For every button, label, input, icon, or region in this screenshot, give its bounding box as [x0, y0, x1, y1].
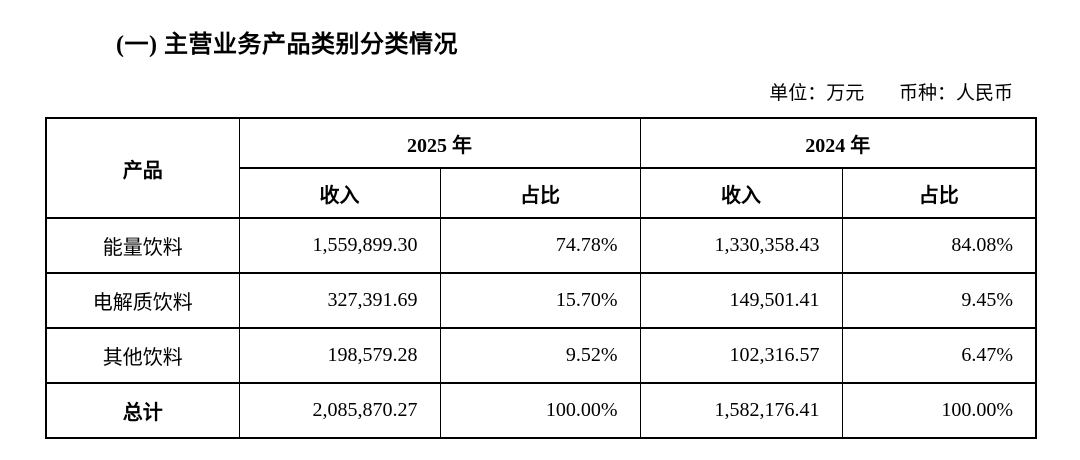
table-header-row-years: 产品 2025 年 2024 年	[45, 117, 1037, 219]
cell-proportion-2025: 15.70%	[439, 272, 641, 329]
product-category-table: 产品 2025 年 2024 年 收入 占比 收入 占比 能量饮料 1,559,…	[45, 117, 1037, 439]
header-product: 产品	[45, 117, 240, 219]
table-row: 电解质饮料 327,391.69 15.70% 149,501.41 9.45%	[45, 272, 1037, 329]
cell-proportion-2025: 74.78%	[439, 217, 641, 274]
cell-total-label: 总计	[45, 382, 240, 439]
header-proportion-2025: 占比	[439, 167, 641, 219]
unit-note: 单位：万元 币种：人民币	[45, 78, 1035, 105]
cell-proportion-2024: 6.47%	[841, 327, 1037, 384]
cell-total-revenue-2024: 1,582,176.41	[639, 382, 843, 439]
cell-revenue-2024: 1,330,358.43	[639, 217, 843, 274]
section-title: (一) 主营业务产品类别分类情况	[116, 32, 458, 58]
cell-total-revenue-2025: 2,085,870.27	[238, 382, 441, 439]
cell-proportion-2024: 84.08%	[841, 217, 1037, 274]
cell-revenue-2024: 102,316.57	[639, 327, 843, 384]
cell-proportion-2025: 9.52%	[439, 327, 641, 384]
cell-revenue-2024: 149,501.41	[639, 272, 843, 329]
cell-proportion-2024: 9.45%	[841, 272, 1037, 329]
cell-total-proportion-2024: 100.00%	[841, 382, 1037, 439]
cell-total-proportion-2025: 100.00%	[439, 382, 641, 439]
table-row: 能量饮料 1,559,899.30 74.78% 1,330,358.43 84…	[45, 217, 1037, 274]
header-revenue-2024: 收入	[639, 167, 843, 219]
table-row: 其他饮料 198,579.28 9.52% 102,316.57 6.47%	[45, 327, 1037, 384]
currency-label: 币种：人民币	[898, 83, 1013, 104]
table-header-row-metrics: 收入 占比 收入 占比	[46, 167, 1037, 219]
header-year-2024: 2024 年	[639, 117, 1037, 169]
cell-revenue-2025: 198,579.28	[238, 327, 441, 384]
header-year-2025: 2025 年	[238, 117, 641, 169]
cell-revenue-2025: 327,391.69	[238, 272, 441, 329]
table-total-row: 总计 2,085,870.27 100.00% 1,582,176.41 100…	[45, 382, 1037, 439]
cell-product: 能量饮料	[45, 217, 240, 274]
cell-product: 其他饮料	[45, 327, 240, 384]
cell-product: 电解质饮料	[45, 272, 240, 329]
header-revenue-2025: 收入	[238, 167, 441, 219]
cell-revenue-2025: 1,559,899.30	[238, 217, 441, 274]
unit-label: 单位：万元	[769, 83, 865, 104]
header-proportion-2024: 占比	[841, 167, 1037, 219]
